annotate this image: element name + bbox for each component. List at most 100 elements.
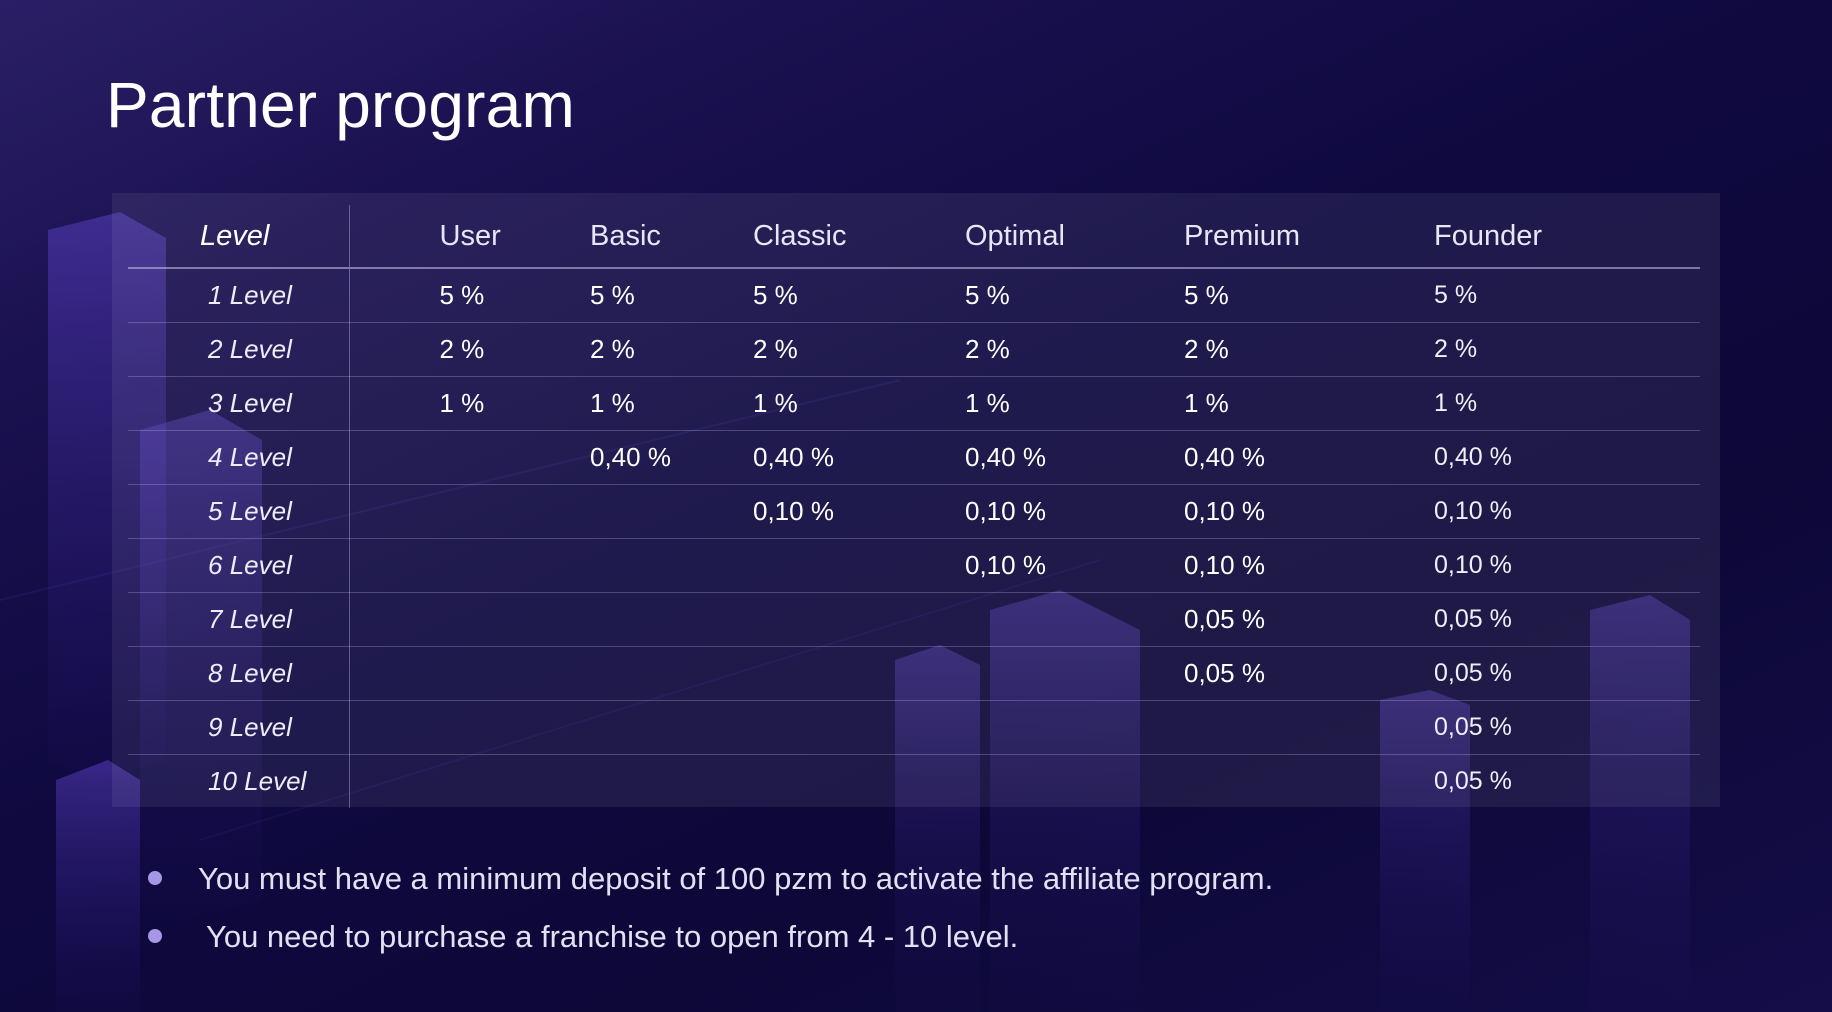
cell-user: 1 % bbox=[349, 376, 526, 431]
column-header-optimal: Optimal bbox=[928, 205, 1147, 269]
cell-basic bbox=[526, 755, 716, 809]
cell-founder: 0,05 % bbox=[1397, 646, 1700, 701]
cell-user bbox=[349, 592, 526, 647]
level-word: Level bbox=[229, 388, 292, 418]
cell-classic bbox=[716, 646, 928, 701]
cell-classic: 2 % bbox=[716, 322, 928, 377]
cell-founder: 0,05 % bbox=[1397, 700, 1700, 755]
cell-founder: 0,05 % bbox=[1397, 592, 1700, 647]
level-word: Level bbox=[229, 334, 292, 364]
cell-classic: 5 % bbox=[716, 268, 928, 323]
cell-user bbox=[349, 430, 526, 485]
column-header-user: User bbox=[349, 205, 526, 269]
cell-founder: 2 % bbox=[1397, 322, 1700, 377]
note-item: You need to purchase a franchise to open… bbox=[148, 908, 1273, 966]
level-number: 5 bbox=[208, 496, 223, 526]
cell-premium: 2 % bbox=[1147, 322, 1397, 377]
level-number: 7 bbox=[208, 604, 223, 634]
cell-classic: 0,40 % bbox=[716, 430, 928, 485]
cell-premium: 0,40 % bbox=[1147, 430, 1397, 485]
cell-user bbox=[349, 646, 526, 701]
note-text: You need to purchase a franchise to open… bbox=[206, 919, 1019, 954]
level-number: 10 bbox=[208, 766, 237, 796]
cell-basic bbox=[526, 646, 716, 701]
cell-premium: 0,10 % bbox=[1147, 538, 1397, 593]
level-number: 4 bbox=[208, 442, 223, 472]
table-row: 3 Level 1 % 1 % 1 % 1 % 1 % 1 % bbox=[128, 376, 1700, 431]
level-number: 6 bbox=[208, 550, 223, 580]
level-word: Level bbox=[229, 496, 292, 526]
cell-premium: 0,10 % bbox=[1147, 484, 1397, 539]
level-number: 2 bbox=[208, 334, 223, 364]
cell-optimal bbox=[928, 700, 1147, 755]
row-level-label: 4 Level bbox=[128, 430, 350, 485]
cell-founder: 5 % bbox=[1397, 268, 1700, 323]
cell-basic bbox=[526, 538, 716, 593]
notes-list: You must have a minimum deposit of 100 p… bbox=[148, 850, 1273, 966]
cell-optimal: 5 % bbox=[928, 268, 1147, 323]
cell-basic: 5 % bbox=[526, 268, 716, 323]
row-level-label: 6 Level bbox=[128, 538, 350, 593]
level-number: 3 bbox=[208, 388, 223, 418]
row-level-label: 10 Level bbox=[128, 754, 350, 808]
cell-optimal bbox=[928, 755, 1147, 809]
column-header-level: Level bbox=[128, 205, 350, 269]
cell-optimal: 0,40 % bbox=[928, 430, 1147, 485]
partner-levels-table: Level User Basic Classic Optimal Premium… bbox=[128, 205, 1700, 808]
cell-founder: 0,10 % bbox=[1397, 484, 1700, 539]
table-row: 2 Level 2 % 2 % 2 % 2 % 2 % 2 % bbox=[128, 322, 1700, 377]
cell-basic: 2 % bbox=[526, 322, 716, 377]
level-word: Level bbox=[229, 658, 292, 688]
cell-basic: 1 % bbox=[526, 376, 716, 431]
page-title: Partner program bbox=[106, 69, 575, 141]
level-word: Level bbox=[229, 712, 292, 742]
cell-user: 2 % bbox=[349, 322, 526, 377]
cell-premium: 5 % bbox=[1147, 268, 1397, 323]
column-header-classic: Classic bbox=[716, 205, 928, 269]
row-level-label: 2 Level bbox=[128, 322, 350, 377]
cell-user bbox=[349, 484, 526, 539]
row-level-label: 1 Level bbox=[128, 268, 350, 323]
cell-optimal: 0,10 % bbox=[928, 484, 1147, 539]
level-number: 9 bbox=[208, 712, 223, 742]
cell-classic bbox=[716, 592, 928, 647]
row-level-label: 5 Level bbox=[128, 484, 350, 539]
level-word: Level bbox=[229, 550, 292, 580]
partner-table-panel: Level User Basic Classic Optimal Premium… bbox=[112, 193, 1720, 808]
cell-basic bbox=[526, 700, 716, 755]
level-number: 8 bbox=[208, 658, 223, 688]
cell-classic bbox=[716, 755, 928, 809]
table-row: 8 Level 0,05 % 0,05 % bbox=[128, 646, 1700, 701]
cell-basic bbox=[526, 592, 716, 647]
cell-classic bbox=[716, 700, 928, 755]
level-word: Level bbox=[229, 604, 292, 634]
cell-founder: 0,40 % bbox=[1397, 430, 1700, 485]
table-row: 9 Level 0,05 % bbox=[128, 700, 1700, 755]
cell-user bbox=[349, 755, 526, 809]
cell-user bbox=[349, 700, 526, 755]
cell-premium: 0,05 % bbox=[1147, 592, 1397, 647]
cell-optimal bbox=[928, 592, 1147, 647]
note-text: You must have a minimum deposit of 100 p… bbox=[198, 861, 1274, 896]
cell-optimal: 1 % bbox=[928, 376, 1147, 431]
table-row: 1 Level 5 % 5 % 5 % 5 % 5 % 5 % bbox=[128, 268, 1700, 323]
level-word: Level bbox=[244, 766, 307, 796]
cell-basic: 0,40 % bbox=[526, 430, 716, 485]
level-word: Level bbox=[229, 280, 292, 310]
level-number: 1 bbox=[208, 280, 223, 310]
cell-optimal: 2 % bbox=[928, 322, 1147, 377]
cell-user bbox=[349, 538, 526, 593]
cell-founder: 0,05 % bbox=[1434, 767, 1512, 795]
note-item: You must have a minimum deposit of 100 p… bbox=[148, 850, 1273, 908]
cell-classic: 1 % bbox=[716, 376, 928, 431]
cell-founder: 1 % bbox=[1397, 376, 1700, 431]
row-level-label: 9 Level bbox=[128, 700, 350, 755]
table-row: 7 Level 0,05 % 0,05 % bbox=[128, 592, 1700, 647]
cell-premium: 0,05 % bbox=[1147, 646, 1397, 701]
table-row: 5 Level 0,10 % 0,10 % 0,10 % 0,10 % bbox=[128, 484, 1700, 539]
table-row: 10 Level 0,05 % bbox=[128, 754, 1700, 809]
table-header-row: Level User Basic Classic Optimal Premium… bbox=[128, 205, 1700, 269]
cell-basic bbox=[526, 484, 716, 539]
column-header-premium: Premium bbox=[1147, 205, 1397, 269]
cell-premium bbox=[1147, 755, 1397, 809]
